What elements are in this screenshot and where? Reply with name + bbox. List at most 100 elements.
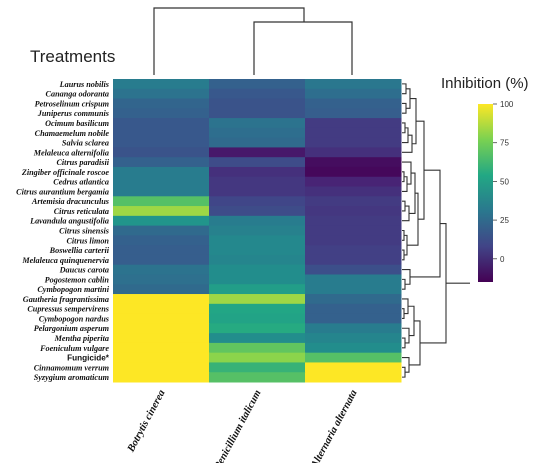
heatmap-cell: [305, 166, 402, 178]
row-label: Cananga odoranta: [46, 90, 109, 99]
heatmap-cell: [209, 127, 306, 139]
heatmap-cell: [113, 118, 210, 129]
row-dendrogram-branch: [402, 134, 413, 153]
column-label: Alternaria alternata: [309, 388, 360, 463]
heatmap-cell: [209, 176, 306, 188]
heatmap-cell: [209, 157, 306, 168]
heatmap-cell: [209, 215, 306, 227]
row-label: Daucus carota: [59, 266, 109, 275]
heatmap-cell: [113, 313, 210, 324]
row-dendrogram-branch: [402, 249, 405, 261]
colorbar-tick-label: 100: [500, 100, 514, 109]
heatmap-cell: [209, 137, 306, 148]
chart-title: Treatments: [30, 47, 115, 66]
heatmap-cell: [209, 186, 306, 197]
row-label: Foeniculum vulgare: [39, 344, 109, 353]
row-label: Lavandula angustifolia: [29, 217, 109, 226]
heatmap-cells: [113, 79, 402, 383]
heatmap-cell: [209, 225, 306, 236]
row-dendrogram-branch: [402, 366, 406, 378]
heatmap-cell: [113, 127, 210, 139]
heatmap-cell: [305, 352, 402, 363]
heatmap-cell: [209, 372, 306, 383]
heatmap-cell: [209, 352, 306, 363]
heatmap-cell: [305, 254, 402, 266]
row-label: Ocimum basilicum: [45, 119, 109, 128]
heatmap-cell: [113, 254, 210, 266]
heatmap-cell: [209, 333, 306, 344]
column-dendrogram-branch: [153, 7, 305, 75]
heatmap-cell: [113, 196, 210, 207]
heatmap-cell: [305, 235, 402, 246]
heatmap-cell: [209, 323, 306, 334]
heatmap-cell: [305, 127, 402, 139]
heatmap-cell: [305, 137, 402, 148]
heatmap-cell: [305, 196, 402, 207]
row-label: Juniperus communis: [37, 109, 109, 118]
row-dendrogram-branch: [402, 308, 405, 320]
row-dendrogram-branch: [416, 120, 425, 220]
heatmap-cell: [305, 303, 402, 315]
row-label: Pelargonium asperum: [34, 324, 109, 333]
heatmap-cell: [209, 235, 306, 246]
colorbar-tick-label: 50: [500, 177, 509, 186]
row-label: Citrus aurantium bergamia: [16, 187, 109, 196]
column-dendrogram: [153, 7, 353, 75]
heatmap-cell: [305, 225, 402, 236]
row-dendrogram-branch: [402, 298, 409, 315]
row-label: Chamaemelum nobile: [35, 129, 110, 138]
colorbar: [478, 104, 493, 282]
heatmap-cell: [113, 362, 210, 373]
row-label: Citrus reticulata: [54, 207, 109, 216]
row-dendrogram-branch: [402, 122, 406, 134]
heatmap-cell: [305, 323, 402, 334]
row-label: Cymbopogon martini: [37, 285, 109, 294]
row-dendrogram-branch: [402, 83, 407, 95]
heatmap-cell: [305, 333, 402, 344]
row-dendrogram-branch: [402, 102, 407, 114]
row-label: Gautheria fragrantissima: [23, 295, 109, 304]
heatmap-cell: [113, 137, 210, 148]
heatmap-cell: [305, 88, 402, 100]
heatmap-cell: [113, 157, 210, 168]
row-label: Cymbopogon nardus: [39, 314, 109, 323]
heatmap-cell: [113, 303, 210, 315]
heatmap-cell: [113, 176, 210, 188]
heatmap-cell: [209, 254, 306, 266]
heatmap-cell: [305, 313, 402, 324]
row-dendrogram-branch: [402, 171, 405, 183]
row-label: Syzygium aromaticum: [34, 373, 109, 382]
heatmap-cell: [305, 215, 402, 227]
heatmap-cell: [113, 88, 210, 100]
colorbar-tick-label: 75: [500, 139, 509, 148]
heatmap-cell: [113, 186, 210, 197]
heatmap-cell: [113, 166, 210, 178]
heatmap-cell: [305, 264, 402, 275]
heatmap-cell: [113, 235, 210, 246]
row-dendrogram-branch: [402, 200, 406, 212]
heatmap-cell: [305, 108, 402, 119]
heatmap-cell: [209, 362, 306, 373]
heatmap-cell: [113, 245, 210, 256]
row-label: Cupressus sempervirens: [27, 305, 109, 314]
heatmap-cell: [209, 264, 306, 275]
heatmap-cell: [113, 215, 210, 227]
row-label: Mentha piperita: [54, 334, 109, 343]
heatmap-cell: [113, 147, 210, 158]
row-dendrogram-branch: [409, 172, 416, 214]
row-label: Salvia sclarea: [62, 139, 109, 148]
colorbar-tick-label: 25: [500, 216, 509, 225]
row-label: Pogostemon cablin: [45, 275, 110, 284]
row-label: Zingiber officinale roscoe: [21, 168, 110, 177]
heatmap-cell: [113, 225, 210, 236]
heatmap-cell: [113, 333, 210, 344]
heatmap-cell: [209, 108, 306, 119]
heatmap-cell: [209, 284, 306, 295]
heatmap-cell: [305, 206, 402, 217]
heatmap-cell: [305, 79, 402, 90]
heatmap-cell: [305, 186, 402, 197]
row-label: Laurus nobilis: [59, 80, 109, 89]
heatmap-cell: [305, 245, 402, 256]
heatmap-cell: [209, 303, 306, 315]
